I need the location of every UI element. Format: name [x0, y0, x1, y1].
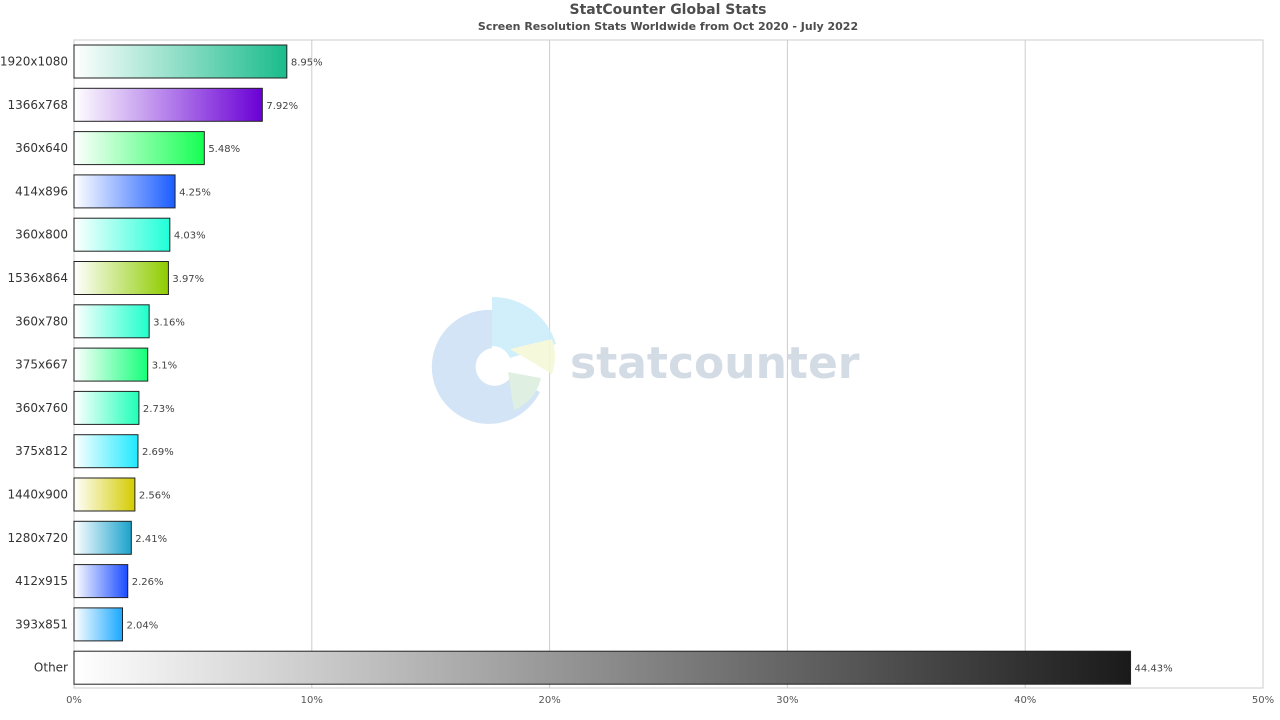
value-label: 7.92%	[266, 101, 298, 112]
chart-subtitle: Screen Resolution Stats Worldwide from O…	[478, 20, 858, 33]
bar-1536x864	[73, 261, 169, 295]
value-labels: 8.95% 7.92% 5.48% 4.25% 4.03% 3.97% 3.16% 3.1% 2…	[127, 58, 1173, 675]
x-axis-ticks: 0% 10% 20% 30% 40% 50%	[66, 695, 1274, 706]
bar-412x915	[73, 564, 129, 599]
category-label: 1280x720	[7, 531, 68, 545]
x-tick-label: 30%	[776, 695, 798, 706]
bar-360x760	[73, 390, 140, 425]
bar-1280x720	[73, 520, 132, 555]
watermark-logo-slice-green	[508, 372, 541, 410]
value-label: 2.26%	[132, 577, 164, 588]
bar-414x896	[73, 174, 176, 209]
bar-375x812	[73, 434, 139, 469]
bars-group	[73, 44, 1132, 685]
value-label: 3.97%	[172, 274, 204, 285]
category-label: 1440x900	[7, 488, 68, 502]
bar-1920x1080	[73, 44, 288, 79]
category-label: 360x800	[15, 228, 68, 242]
category-label: 360x780	[15, 314, 68, 328]
x-tick-label: 50%	[1252, 695, 1274, 706]
chart-title: StatCounter Global Stats	[569, 2, 766, 18]
bar-1440x900	[73, 477, 136, 512]
bar-360x640	[73, 131, 205, 166]
category-label: 360x640	[15, 141, 68, 155]
value-label: 2.41%	[135, 534, 167, 545]
watermark-text: statcounter	[570, 338, 860, 389]
statcounter-watermark: statcounter	[431, 296, 860, 424]
category-label: 414x896	[15, 184, 68, 198]
value-label: 5.48%	[208, 144, 240, 155]
category-label: 1920x1080	[0, 55, 68, 69]
category-label: 375x667	[15, 358, 68, 372]
category-label: 360x760	[15, 401, 68, 415]
category-label: 375x812	[15, 444, 68, 458]
watermark-logo-slice-yellow	[510, 339, 555, 374]
x-tick-label: 40%	[1014, 695, 1036, 706]
value-label: 3.16%	[153, 317, 185, 328]
x-tick-label: 20%	[538, 695, 560, 706]
bar-360x800	[73, 217, 171, 252]
value-label: 4.25%	[179, 187, 211, 198]
value-label: 2.73%	[143, 404, 175, 415]
bar-375x667	[73, 347, 149, 382]
bar-other	[73, 650, 1132, 685]
x-tick-label: 10%	[301, 695, 323, 706]
category-label: 1366x768	[7, 98, 68, 112]
value-label: 8.95%	[291, 58, 323, 69]
value-label: 3.1%	[152, 361, 177, 372]
value-label: 2.56%	[139, 491, 171, 502]
category-label: 1536x864	[7, 271, 68, 285]
category-labels: 1920x1080 1366x768 360x640 414x896 360x800 15…	[0, 55, 68, 675]
x-tick-label: 0%	[66, 695, 82, 706]
value-label: 2.04%	[127, 620, 159, 631]
value-label: 44.43%	[1135, 664, 1173, 675]
gridlines	[311, 40, 1026, 688]
value-label: 2.69%	[142, 447, 174, 458]
bar-1366x768	[73, 87, 263, 122]
bar-360x780	[73, 304, 150, 339]
category-label: 412x915	[15, 574, 68, 588]
bar-393x851	[73, 607, 124, 642]
category-label: 393x851	[15, 617, 68, 631]
category-label: Other	[34, 661, 68, 675]
value-label: 4.03%	[174, 231, 206, 242]
